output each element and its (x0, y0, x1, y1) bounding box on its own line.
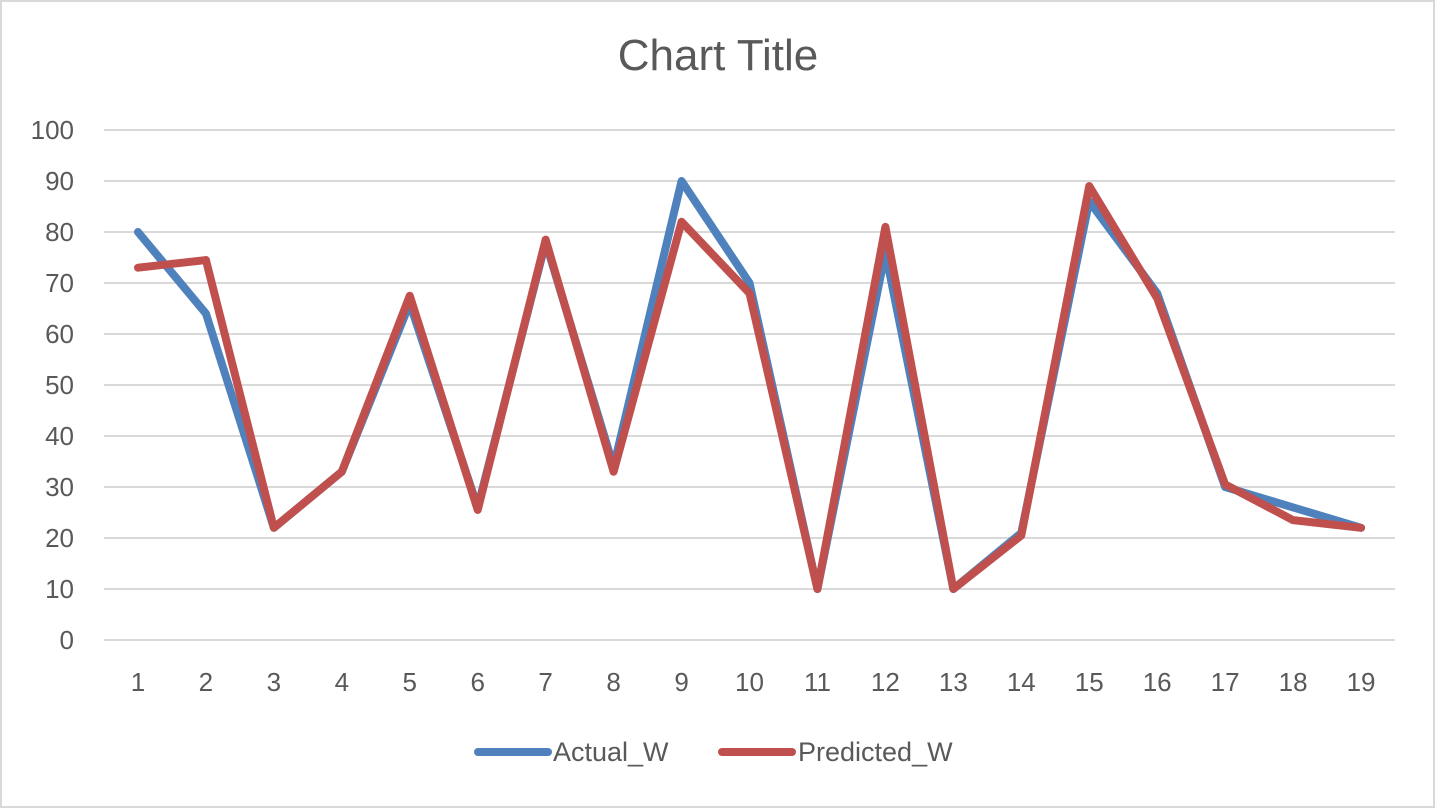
legend-label: Predicted_W (798, 737, 953, 767)
x-tick-label: 1 (131, 667, 145, 697)
y-tick-label: 30 (45, 472, 74, 502)
x-tick-label: 4 (335, 667, 349, 697)
x-tick-label: 15 (1075, 667, 1104, 697)
x-tick-label: 5 (403, 667, 417, 697)
y-tick-label: 80 (45, 217, 74, 247)
y-tick-label: 10 (45, 574, 74, 604)
legend: Actual_W Predicted_W (474, 737, 953, 767)
x-tick-label: 18 (1279, 667, 1308, 697)
y-tick-label: 90 (45, 166, 74, 196)
y-tick-label: 20 (45, 523, 74, 553)
x-tick-label: 10 (735, 667, 764, 697)
gridlines (104, 129, 1395, 641)
y-tick-label: 60 (45, 319, 74, 349)
chart-title: Chart Title (618, 31, 819, 80)
x-tick-label: 3 (267, 667, 281, 697)
y-tick-label: 100 (31, 115, 74, 145)
x-axis-ticks: 1 2 3 4 5 6 7 8 9 10 11 12 13 14 15 16 17 18 19 (131, 667, 1376, 697)
x-tick-label: 2 (199, 667, 213, 697)
y-axis-ticks: 0 10 20 30 40 50 60 70 80 90 100 (31, 115, 74, 655)
y-tick-label: 50 (45, 370, 74, 400)
x-tick-label: 19 (1347, 667, 1376, 697)
legend-label: Actual_W (553, 737, 669, 767)
x-tick-label: 11 (804, 667, 831, 697)
y-tick-label: 0 (60, 625, 74, 655)
x-tick-label: 17 (1211, 667, 1240, 697)
x-tick-label: 8 (606, 667, 620, 697)
series-lines (133, 177, 1366, 593)
x-tick-label: 12 (871, 667, 900, 697)
y-tick-label: 70 (45, 268, 74, 298)
series-line-predicted-w (133, 182, 1366, 593)
x-tick-label: 9 (674, 667, 688, 697)
x-tick-label: 13 (939, 667, 968, 697)
x-tick-label: 14 (1007, 667, 1036, 697)
x-tick-label: 6 (470, 667, 484, 697)
y-tick-label: 40 (45, 421, 74, 451)
x-tick-label: 7 (538, 667, 552, 697)
x-tick-label: 16 (1143, 667, 1172, 697)
